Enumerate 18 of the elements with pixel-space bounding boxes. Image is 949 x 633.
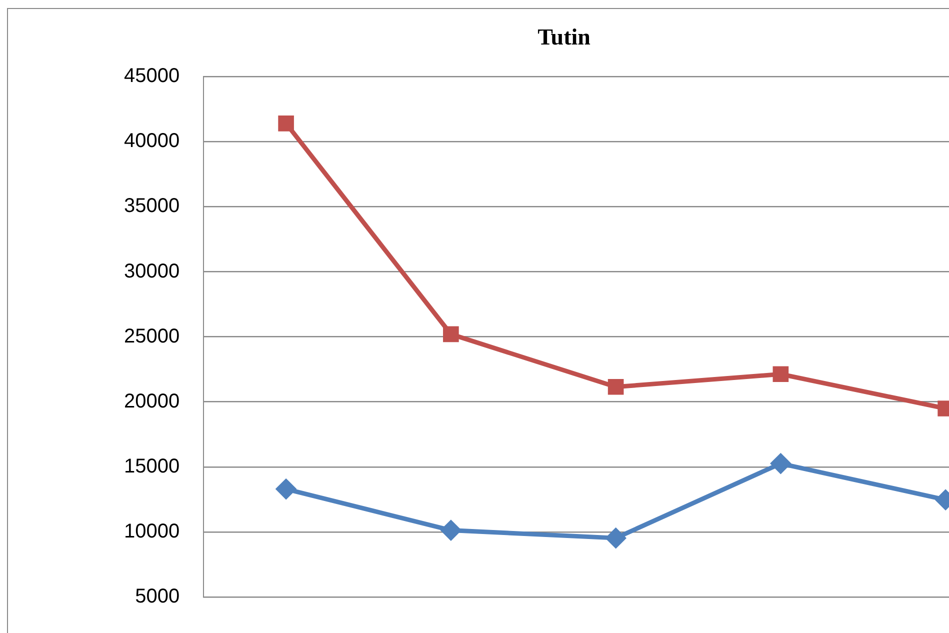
point xyxy=(278,116,294,132)
y-tick-label: 10000 xyxy=(124,520,180,542)
point xyxy=(276,479,296,499)
point xyxy=(770,454,790,474)
y-tick-label: 25000 xyxy=(124,325,180,348)
y-tick-label: 35000 xyxy=(124,195,180,218)
point xyxy=(441,520,461,540)
y-tick-label: 5000 xyxy=(135,586,180,608)
y-tick-label: 15000 xyxy=(124,455,180,478)
y-tick-label: 40000 xyxy=(124,130,180,152)
y-tick-label: 30000 xyxy=(124,260,180,282)
y-tick-label: 45000 xyxy=(124,65,180,88)
chart-title: Tutin xyxy=(538,24,591,50)
point xyxy=(608,378,624,395)
point xyxy=(443,326,459,342)
y-tick-label: 20000 xyxy=(124,390,180,412)
point xyxy=(606,528,626,548)
point xyxy=(772,366,789,382)
